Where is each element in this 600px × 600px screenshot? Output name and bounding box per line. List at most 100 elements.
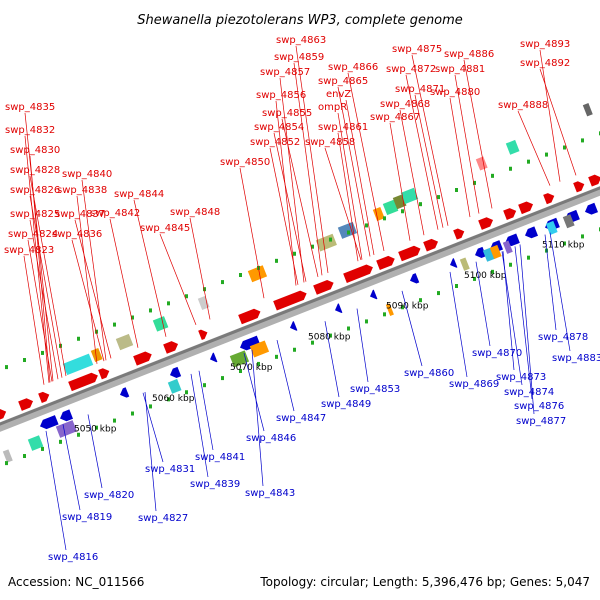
leader-line bbox=[324, 321, 340, 398]
feature-box bbox=[152, 316, 169, 332]
reverse-gene bbox=[475, 246, 487, 258]
feature-box bbox=[489, 244, 502, 260]
feature-box bbox=[197, 295, 210, 310]
leader-line bbox=[159, 233, 197, 326]
forward-gene bbox=[588, 174, 600, 187]
forward-gene-label: swp_4861 bbox=[318, 122, 368, 133]
forward-gene bbox=[376, 255, 395, 270]
marker-dash bbox=[365, 319, 368, 324]
forward-gene bbox=[98, 368, 110, 380]
reverse-gene-label: swp_4816 bbox=[48, 552, 98, 563]
forward-gene-label: swp_4824 bbox=[8, 229, 58, 240]
reverse-gene-label: swp_4874 bbox=[504, 387, 554, 398]
marker-dash bbox=[275, 258, 278, 263]
reverse-gene bbox=[370, 289, 378, 300]
marker-dash bbox=[23, 454, 26, 459]
tick-label: 5110 kbp bbox=[542, 240, 585, 250]
leader-line bbox=[463, 59, 493, 209]
reverse-gene-label: swp_4839 bbox=[190, 479, 240, 490]
leader-line bbox=[337, 132, 359, 262]
marker-dash bbox=[581, 138, 584, 143]
leader-line bbox=[337, 86, 371, 257]
marker-dash bbox=[257, 361, 260, 366]
forward-gene bbox=[313, 279, 334, 295]
forward-gene-label: swp_4858 bbox=[305, 137, 355, 148]
feature-box bbox=[167, 378, 182, 394]
feature-box bbox=[90, 347, 103, 363]
marker-dash bbox=[221, 280, 224, 285]
forward-gene bbox=[68, 372, 98, 392]
leader-line bbox=[24, 112, 54, 382]
leader-line bbox=[414, 94, 444, 228]
forward-gene-label: swp_4875 bbox=[392, 44, 442, 55]
forward-gene-label: swp_4867 bbox=[370, 112, 420, 123]
leader-line bbox=[514, 246, 533, 400]
marker-dash bbox=[59, 439, 62, 444]
marker-dash bbox=[329, 237, 332, 242]
marker-dash bbox=[563, 145, 566, 150]
forward-gene-label: swp_4888 bbox=[498, 100, 548, 111]
forward-gene-label: swp_4872 bbox=[386, 64, 436, 75]
reverse-gene bbox=[335, 303, 343, 314]
reverse-gene-label: swp_4820 bbox=[84, 490, 134, 501]
forward-gene-label: swp_4857 bbox=[260, 67, 310, 78]
reverse-gene-label: swp_4878 bbox=[538, 332, 588, 343]
marker-dash bbox=[419, 298, 422, 303]
marker-dash bbox=[401, 209, 404, 214]
reverse-gene bbox=[585, 202, 598, 215]
accession-text: Accession: NC_011566 bbox=[8, 575, 144, 589]
feature-box bbox=[315, 233, 337, 252]
forward-gene bbox=[0, 408, 7, 421]
forward-gene-label: swp_4893 bbox=[520, 39, 570, 50]
marker-dash bbox=[329, 333, 332, 338]
leader-line bbox=[74, 219, 112, 359]
reverse-gene-label: swp_4883 bbox=[552, 353, 600, 364]
leader-line bbox=[87, 414, 103, 489]
reverse-gene bbox=[60, 409, 73, 422]
marker-dash bbox=[77, 432, 80, 437]
reverse-gene-label: swp_4877 bbox=[516, 416, 566, 427]
forward-gene-label: swp_4844 bbox=[114, 189, 164, 200]
reverse-gene-label: swp_4853 bbox=[350, 384, 400, 395]
forward-gene bbox=[163, 341, 179, 354]
reverse-gene bbox=[40, 415, 59, 430]
forward-gene-label: swp_4838 bbox=[57, 185, 107, 196]
forward-gene-label: swp_4880 bbox=[430, 87, 480, 98]
forward-gene bbox=[543, 193, 555, 205]
forward-gene-label: swp_4868 bbox=[380, 99, 430, 110]
tick-label: 5100 kbp bbox=[464, 271, 507, 281]
leader-line bbox=[276, 339, 295, 412]
marker-dash bbox=[293, 347, 296, 352]
leader-line bbox=[62, 424, 81, 511]
reverse-gene-label: swp_4860 bbox=[404, 368, 454, 379]
forward-gene-label: ompR bbox=[318, 102, 347, 113]
marker-dash bbox=[563, 241, 566, 246]
leader-line bbox=[76, 195, 98, 364]
marker-dash bbox=[23, 358, 26, 363]
leader-line bbox=[243, 352, 265, 432]
marker-dash bbox=[347, 230, 350, 235]
forward-gene bbox=[238, 308, 261, 325]
marker-dash bbox=[473, 180, 476, 185]
marker-dash bbox=[509, 166, 512, 171]
forward-gene-label: swp_4842 bbox=[90, 208, 140, 219]
feature-track bbox=[0, 103, 600, 466]
forward-gene bbox=[38, 391, 50, 403]
forward-gene-label: swp_4871 bbox=[395, 84, 445, 95]
marker-dash bbox=[167, 397, 170, 402]
scale-ticks: 5050 kbp 5060 kbp 5070 kbp 5080 kbp 5090 kbp… bbox=[74, 240, 585, 434]
leader-line bbox=[356, 308, 369, 383]
leader-line bbox=[449, 271, 468, 378]
forward-gene-label: swp_4850 bbox=[220, 157, 270, 168]
forward-gene bbox=[18, 398, 34, 411]
reverse-gene-label: swp_4876 bbox=[514, 401, 564, 412]
tick-label: 5090 kbp bbox=[386, 302, 429, 312]
reverse-gene bbox=[410, 273, 420, 284]
forward-gene bbox=[453, 228, 465, 240]
leader-line bbox=[133, 199, 167, 337]
reverse-gene bbox=[450, 258, 458, 268]
marker-dash bbox=[437, 291, 440, 296]
reverse-gene bbox=[525, 226, 538, 239]
leader-line bbox=[401, 290, 423, 367]
leader-line bbox=[279, 77, 305, 283]
